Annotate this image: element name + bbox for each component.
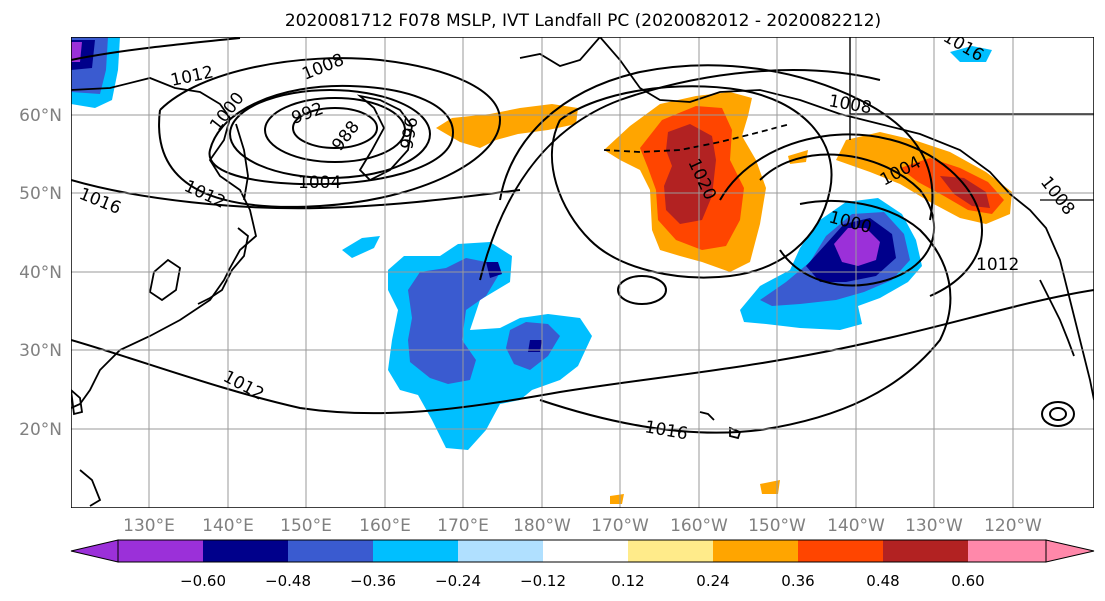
lon-label: 170°W [591, 516, 649, 536]
lat-label: 20°N [19, 420, 62, 440]
lon-label: 160°W [670, 516, 728, 536]
colorbar-tick: 0.12 [611, 572, 644, 590]
colorbar-tick: −0.12 [520, 572, 566, 590]
colorbar-tick: −0.60 [180, 572, 226, 590]
map-panel: 1012 1008 1000 992 988 996 1004 1016 101… [71, 37, 1094, 508]
colorbar-segment [288, 540, 373, 562]
ivt-positive-shading [436, 92, 1012, 504]
lon-label: 140°E [202, 516, 254, 536]
colorbar-segment [373, 540, 458, 562]
isobar-label: 1012 [976, 255, 1019, 275]
colorbar-segment [543, 540, 628, 562]
lat-label: 60°N [19, 106, 62, 126]
lon-label: 170°E [437, 516, 489, 536]
colorbar-segment [118, 540, 203, 562]
isobar-label: 1004 [298, 173, 341, 193]
colorbar-tick: −0.48 [265, 572, 311, 590]
colorbar-segment [628, 540, 713, 562]
colorbar-tick: −0.36 [350, 572, 396, 590]
colorbar-segment [798, 540, 883, 562]
lon-label: 160°E [359, 516, 411, 536]
colorbar-segment [458, 540, 543, 562]
lat-label: 40°N [19, 263, 62, 283]
lat-label: 50°N [19, 184, 62, 204]
colorbar-segment [203, 540, 288, 562]
latitude-labels: 60°N 50°N 40°N 30°N 20°N [19, 106, 62, 440]
lon-label: 130°E [123, 516, 175, 536]
figure-title: 2020081712 F078 MSLP, IVT Landfall PC (2… [285, 11, 881, 31]
lon-label: 140°W [827, 516, 885, 536]
lon-label: 130°W [905, 516, 963, 536]
lon-label: 120°W [984, 516, 1042, 536]
colorbar-tick: 0.24 [696, 572, 729, 590]
colorbar-ticks: −0.60 −0.48 −0.36 −0.24 −0.12 0.12 0.24 … [180, 572, 985, 590]
lat-label: 30°N [19, 341, 62, 361]
colorbar-over-arrow [1045, 539, 1095, 563]
lon-label: 150°W [748, 516, 806, 536]
colorbar-tick: 0.60 [951, 572, 984, 590]
lon-label: 180°W [513, 516, 571, 536]
colorbar-tick: 0.36 [781, 572, 814, 590]
ivt-negative-shading [71, 37, 992, 450]
colorbar [70, 539, 1095, 563]
longitude-labels: 130°E 140°E 150°E 160°E 170°E 180°W 170°… [123, 516, 1042, 536]
colorbar-segment [968, 540, 1046, 562]
colorbar-segment [713, 540, 798, 562]
graticule [71, 37, 1094, 508]
colorbar-tick: 0.48 [866, 572, 899, 590]
colorbar-tick: −0.24 [435, 572, 481, 590]
lon-label: 150°E [280, 516, 332, 536]
colorbar-segment [883, 540, 968, 562]
colorbar-under-arrow [70, 539, 119, 563]
